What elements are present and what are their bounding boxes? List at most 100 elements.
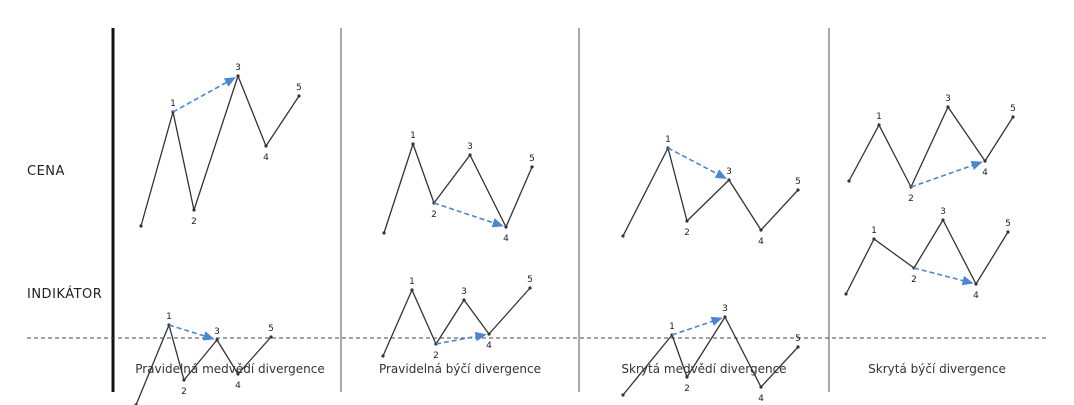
zigzag-segment (984, 116, 1014, 162)
zigzag-point (139, 224, 143, 228)
zigzag-point (1011, 115, 1015, 119)
point-label: 5 (795, 334, 801, 344)
zigzag-segment (463, 299, 490, 335)
zigzag-point (192, 208, 196, 212)
zigzag-point (796, 188, 800, 192)
point-label: 2 (911, 275, 917, 285)
zigzag-point (847, 179, 851, 183)
point-label: 4 (486, 341, 492, 351)
zigzag-point (236, 74, 240, 78)
point-label: 5 (1010, 104, 1016, 114)
zigzag-segment (383, 143, 414, 234)
zigzag-point (796, 345, 800, 349)
zigzag-point (759, 385, 763, 389)
zigzag-point (877, 123, 881, 127)
zigzag-price-col4: 1 2 3 4 5 (847, 94, 1016, 204)
point-label: 5 (795, 177, 801, 187)
zigzag-segment (910, 106, 949, 188)
zigzag-point (382, 231, 386, 235)
zigzag-segment (237, 75, 267, 147)
zigzag-segment (686, 179, 730, 222)
zigzag-segment (671, 334, 688, 378)
zigzag-point (727, 178, 731, 182)
point-label: 3 (235, 63, 241, 73)
zigzag-price-col1: 1 2 3 4 5 (139, 63, 302, 228)
zigzag-segment (435, 299, 465, 345)
point-label: 2 (684, 384, 690, 394)
point-label: 1 (665, 135, 671, 145)
zigzag-point (685, 219, 689, 223)
zigzag-segment (622, 334, 673, 396)
zigzag-point (1006, 230, 1010, 234)
zigzag-indicator-col2: 1 2 3 4 5 (381, 275, 533, 361)
zigzag-point (410, 288, 414, 292)
zigzag-point (685, 375, 689, 379)
zigzag-segment (382, 289, 413, 357)
zigzag-segment (135, 324, 170, 405)
point-label: 1 (409, 277, 415, 287)
zigzag-indicator-col3: 1 2 3 4 5 (621, 304, 801, 404)
zigzag-point (236, 372, 240, 376)
zigzag-point (215, 338, 219, 342)
divergence-arrow (435, 331, 487, 345)
point-label: 3 (467, 142, 473, 152)
divergence-arrow (168, 324, 215, 341)
point-label: 5 (268, 324, 274, 334)
point-label: 5 (296, 83, 302, 93)
column-caption-hidden-bullish: Skrytá býčí divergence (868, 362, 1006, 376)
zigzag-point (723, 315, 727, 319)
point-label: 4 (973, 291, 979, 301)
point-label: 1 (871, 226, 877, 236)
zigzag-segment (975, 231, 1009, 285)
point-label: 2 (181, 387, 187, 397)
column-caption-regular-bullish: Pravidelná býčí divergence (378, 362, 542, 376)
zigzag-segment (728, 179, 762, 231)
row-label-indicator: INDIKÁTOR (27, 287, 103, 302)
zigzag-segment (760, 189, 799, 231)
divergence-arrow (433, 202, 504, 228)
point-label: 3 (722, 304, 728, 314)
divergence-arrow (913, 267, 974, 286)
zigzag-indicator-col4: 1 2 3 4 5 (844, 207, 1011, 301)
zigzag-point (941, 218, 945, 222)
divergence-arrow (172, 77, 236, 113)
divergence-arrow (671, 316, 723, 336)
point-label: 5 (529, 154, 535, 164)
point-label: 3 (214, 327, 220, 337)
point-label: 4 (263, 153, 269, 163)
zigzag-segment (913, 219, 944, 269)
zigzag-segment (488, 287, 531, 335)
zigzag-segment (760, 346, 799, 388)
zigzag-segment (433, 154, 471, 204)
zigzag-segment (686, 316, 726, 378)
zigzag-point (974, 282, 978, 286)
zigzag-point (621, 234, 625, 238)
zigzag-point (297, 94, 301, 98)
point-label: 1 (166, 312, 172, 322)
zigzag-point (504, 225, 508, 229)
zigzag-segment (947, 106, 986, 162)
zigzag-segment (411, 289, 437, 345)
row-label-price: CENA (27, 164, 65, 179)
zigzag-point (530, 165, 534, 169)
zigzag-segment (469, 154, 507, 228)
point-label: 4 (758, 237, 764, 247)
column-caption-regular-bearish: Pravidelná medvědí divergence (135, 362, 325, 376)
zigzag-segment (942, 219, 977, 285)
zigzag-point (269, 335, 273, 339)
zigzag-segment (412, 143, 435, 204)
zigzag-segment (505, 166, 533, 228)
point-label: 2 (191, 217, 197, 227)
zigzag-segment (724, 316, 762, 388)
zigzag-point (468, 153, 472, 157)
zigzag-price-col2: 1 2 3 4 5 (382, 131, 535, 244)
zigzag-point (844, 292, 848, 296)
zigzag-point (946, 105, 950, 109)
point-label: 1 (410, 131, 416, 141)
zigzag-indicator-col1: 1 2 3 4 5 (134, 312, 274, 405)
zigzag-segment (265, 95, 300, 147)
zigzag-segment (193, 75, 239, 211)
point-label: 2 (433, 351, 439, 361)
